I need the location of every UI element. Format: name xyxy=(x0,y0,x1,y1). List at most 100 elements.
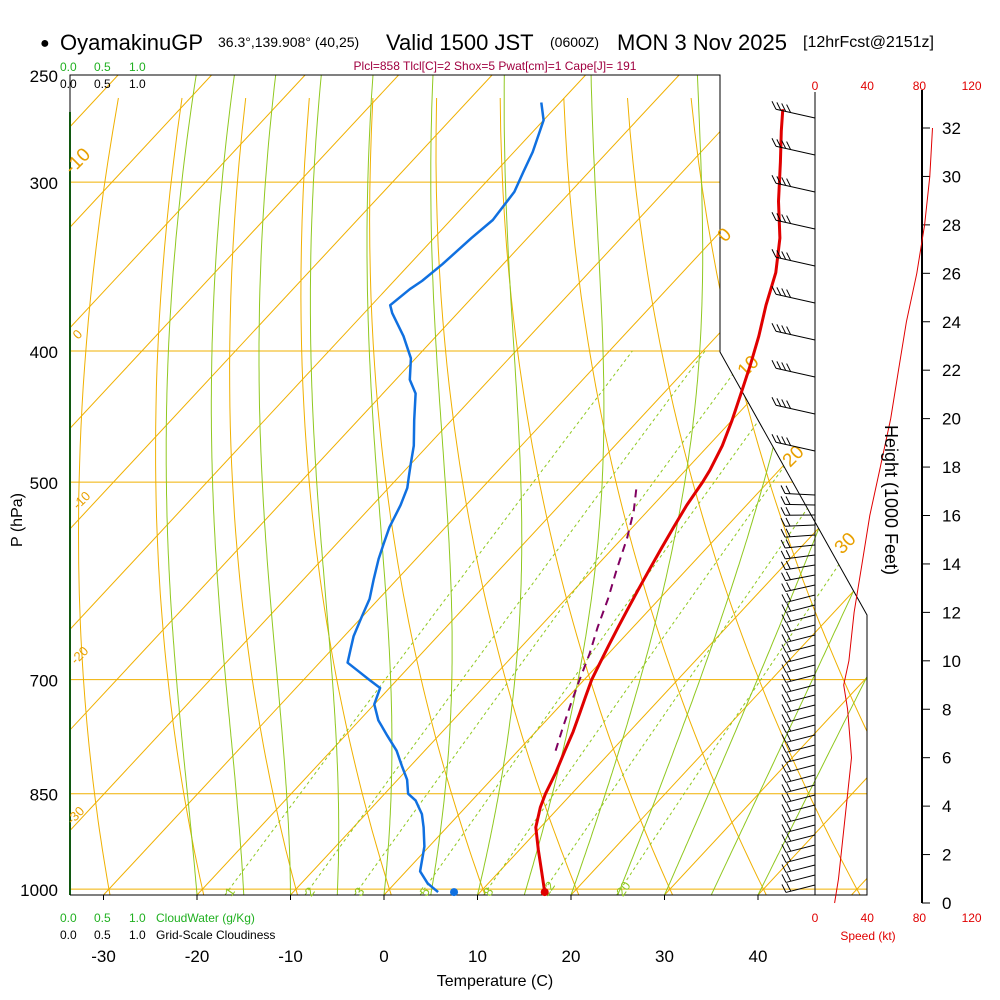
height-tick-label: 6 xyxy=(942,749,951,768)
mixing-ratio-line xyxy=(616,350,867,895)
dry-adiabat-line xyxy=(300,97,392,895)
cloudiness-scale-bottom-2: 1.0 xyxy=(129,928,146,942)
wind-barb-flag xyxy=(781,674,787,683)
wind-barb-flag xyxy=(786,652,792,662)
wind-barb-flag xyxy=(776,139,782,148)
wind-barb-flag xyxy=(786,632,792,642)
wind-barb-flag xyxy=(786,832,792,842)
mixing-ratio-line xyxy=(483,350,867,895)
wind-barb-flag xyxy=(771,175,777,184)
isotherm-line xyxy=(70,75,119,895)
wind-barb-flag xyxy=(781,754,787,763)
wind-barb-flag xyxy=(780,517,786,527)
wind-barb-flag xyxy=(771,249,777,258)
isotherm-label: 0 xyxy=(714,224,736,246)
cloudiness-scale-top-0: 0.0 xyxy=(60,77,77,91)
wind-barb-flag xyxy=(786,722,792,732)
height-tick-label: 2 xyxy=(942,846,951,865)
title-bullet: ● xyxy=(40,35,50,52)
isotherm-line xyxy=(70,75,586,895)
wind-barb-staff xyxy=(775,145,816,156)
surface-temperature-marker xyxy=(540,888,549,897)
pressure-tick-label: 1000 xyxy=(20,881,58,900)
height-tick-label: 0 xyxy=(942,894,951,913)
wind-barb-flag xyxy=(781,724,787,733)
wind-barb-flag xyxy=(786,592,792,602)
mixing-ratio-label: 1 xyxy=(221,884,237,899)
speed-tick-label-bottom: 80 xyxy=(913,911,927,925)
moist-adiabat-line xyxy=(664,75,867,895)
height-tick-label: 16 xyxy=(942,507,961,526)
wind-barb-staff xyxy=(784,503,816,506)
chart-axes: 1 2 3 5 8 12 20-1001020300-10-20-3025030040050… xyxy=(20,67,982,966)
speed-profile xyxy=(834,127,933,904)
isotherm-line xyxy=(103,75,867,895)
height-tick-label: 18 xyxy=(942,458,961,477)
wind-barb-flag xyxy=(780,485,786,494)
temperature-tick-label: 40 xyxy=(749,947,768,966)
wind-barb-flag xyxy=(781,251,787,260)
wind-barb-flag xyxy=(776,176,782,185)
title-forecast: [12hrFcst@2151z] xyxy=(803,34,934,51)
y-axis-title: P (hPa) xyxy=(9,493,26,547)
wind-barb-flag xyxy=(786,602,792,612)
wind-barb-flag xyxy=(781,644,787,653)
wind-barb-flag xyxy=(781,774,787,783)
chart-frame xyxy=(69,74,868,896)
title-coords: 36.3°,139.908° (40,25) xyxy=(218,34,359,50)
height-tick-label: 22 xyxy=(942,361,961,380)
wind-barb-staff xyxy=(775,256,816,267)
isotherm-line xyxy=(0,75,25,895)
isotherm-line xyxy=(70,75,306,895)
cloudwater-scale-bottom-2: 1.0 xyxy=(129,911,146,925)
wind-barb-flag xyxy=(781,634,787,643)
wind-barb-flag xyxy=(781,694,787,703)
dry-adiabat-line xyxy=(499,97,674,895)
wind-barb-flag xyxy=(781,804,787,813)
isotherm-line xyxy=(290,75,867,895)
isotherm-label: -10 xyxy=(61,144,95,178)
moist-adiabat-line xyxy=(617,75,825,895)
dry-adiabat-line xyxy=(77,97,119,895)
temperature-tick-label: 20 xyxy=(562,947,581,966)
dry-adiabat-line xyxy=(690,97,867,895)
cloudiness-scale-top-1: 0.5 xyxy=(94,77,111,91)
wind-barb-flag xyxy=(781,103,787,112)
temperature-tick-label: -10 xyxy=(278,947,303,966)
wind-barb-flag xyxy=(780,528,786,538)
isotherm-line xyxy=(70,75,773,895)
title-date: MON 3 Nov 2025 xyxy=(617,30,787,55)
wind-barb-flag xyxy=(786,437,792,446)
height-axis-title: Height (1000 Feet) xyxy=(881,425,901,575)
wind-barb-flag xyxy=(786,782,792,792)
wind-barb-flag xyxy=(785,507,791,516)
wind-barb-flag xyxy=(771,101,777,110)
wind-barb-flag xyxy=(786,712,792,722)
parcel-trace xyxy=(554,487,638,751)
wind-barb-flag xyxy=(786,582,792,591)
wind-barb-flag xyxy=(776,287,782,296)
wind-barb-flag xyxy=(780,539,786,549)
wind-barb-flag xyxy=(786,802,792,812)
dry-adiabat-line xyxy=(817,97,867,895)
cloudiness-scale-bottom-0: 0.0 xyxy=(60,928,77,942)
wind-barb-flag xyxy=(781,594,787,603)
wind-barb-flag xyxy=(771,360,777,369)
wind-barb-flag xyxy=(786,762,792,772)
wind-barb-flag xyxy=(786,692,792,702)
dry-adiabat-line xyxy=(754,97,867,895)
mixing-ratio-line xyxy=(304,350,706,895)
wind-barb-flag xyxy=(786,772,792,782)
wind-barb-staff xyxy=(775,367,816,378)
dry-adiabat-line xyxy=(627,97,861,895)
wind-barb-flag xyxy=(781,614,787,623)
moist-adiabat-line xyxy=(258,75,291,895)
height-tick-label: 32 xyxy=(942,119,961,138)
height-tick-label: 26 xyxy=(942,264,961,283)
wind-barb-flag xyxy=(781,744,787,753)
wind-barb-staff xyxy=(775,182,816,193)
wind-barb-flag xyxy=(781,874,787,883)
wind-barb-flag xyxy=(781,734,787,743)
isotherm-line xyxy=(570,75,867,895)
wind-barb-flag xyxy=(781,288,787,297)
